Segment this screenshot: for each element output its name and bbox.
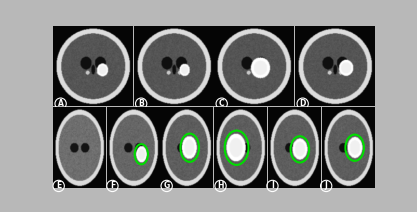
Bar [52, 107, 375, 109]
